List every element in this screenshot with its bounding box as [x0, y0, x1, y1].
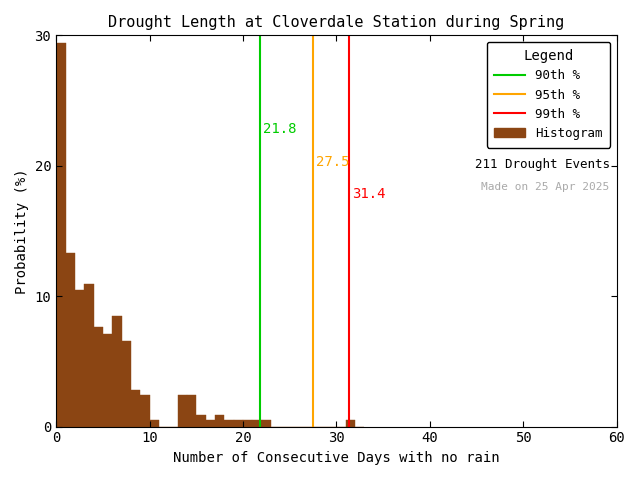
Bar — [243, 420, 252, 427]
Text: 21.8: 21.8 — [262, 122, 296, 136]
Bar — [234, 420, 243, 427]
Bar — [224, 420, 234, 427]
Bar — [252, 420, 262, 427]
Bar — [140, 396, 150, 427]
Bar — [93, 327, 103, 427]
Bar — [122, 340, 131, 427]
Y-axis label: Probability (%): Probability (%) — [15, 168, 29, 294]
Title: Drought Length at Cloverdale Station during Spring: Drought Length at Cloverdale Station dur… — [108, 15, 564, 30]
Text: Made on 25 Apr 2025: Made on 25 Apr 2025 — [481, 181, 609, 192]
Bar — [75, 289, 84, 427]
Bar — [187, 396, 196, 427]
Text: 211 Drought Events: 211 Drought Events — [475, 158, 609, 171]
Bar — [346, 420, 355, 427]
Bar — [215, 415, 224, 427]
Bar — [196, 415, 205, 427]
Bar — [112, 316, 122, 427]
Bar — [56, 43, 65, 427]
Bar — [262, 420, 271, 427]
Bar — [65, 253, 75, 427]
Bar — [205, 420, 215, 427]
Text: 27.5: 27.5 — [316, 155, 349, 169]
Bar — [103, 334, 112, 427]
X-axis label: Number of Consecutive Days with no rain: Number of Consecutive Days with no rain — [173, 451, 500, 465]
Bar — [131, 390, 140, 427]
Legend: 90th %, 95th %, 99th %, Histogram: 90th %, 95th %, 99th %, Histogram — [486, 42, 611, 147]
Bar — [150, 420, 159, 427]
Text: 31.4: 31.4 — [352, 187, 386, 201]
Bar — [84, 285, 93, 427]
Bar — [177, 396, 187, 427]
